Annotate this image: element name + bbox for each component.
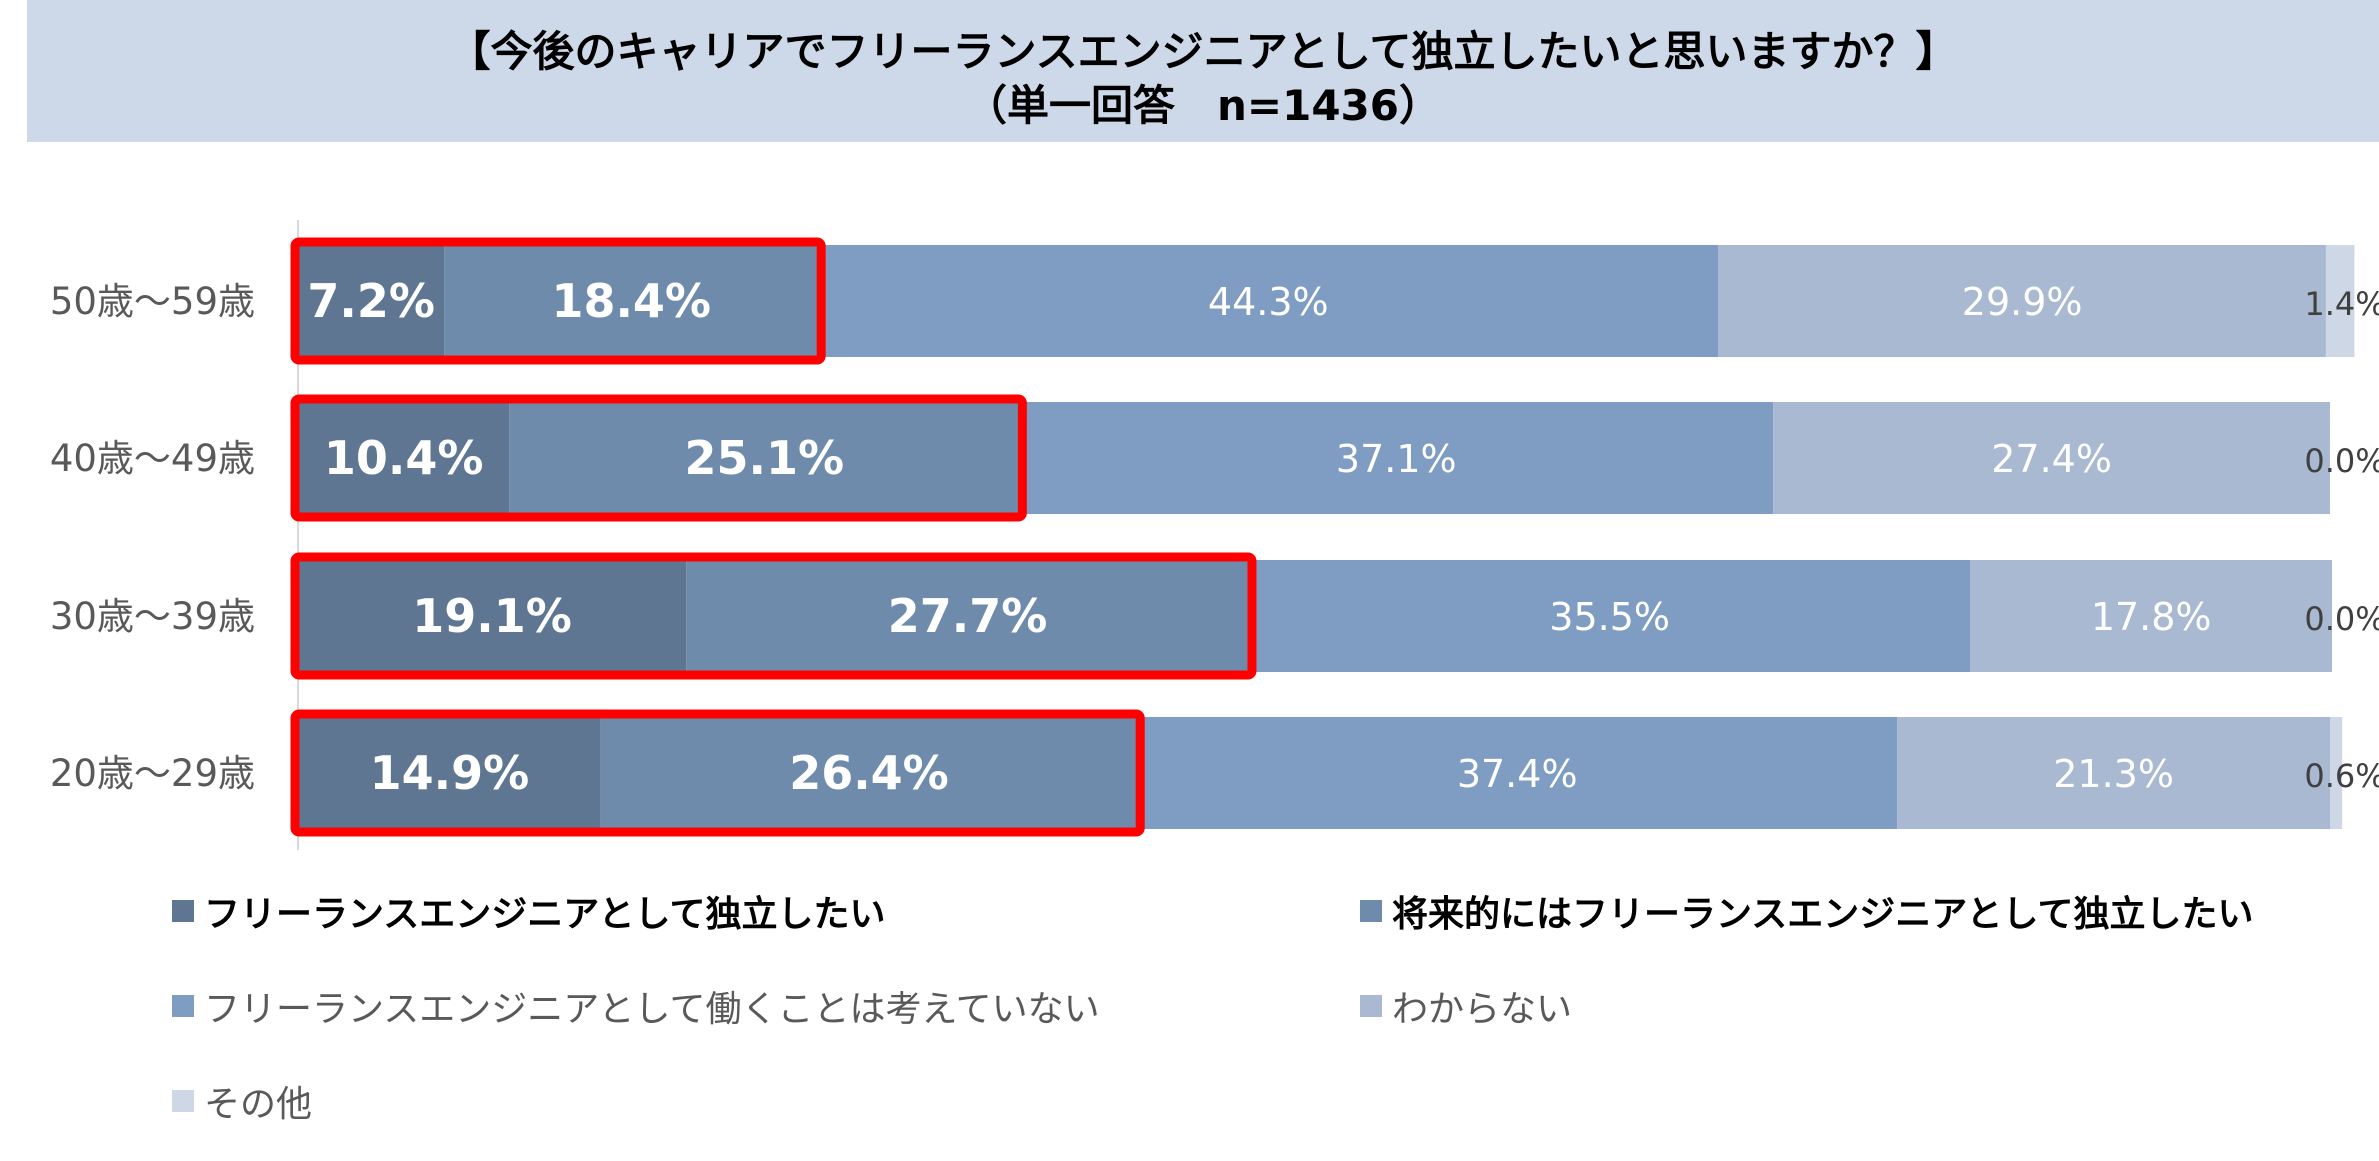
bar-segment bbox=[818, 245, 1719, 357]
highlight-frame bbox=[290, 709, 1145, 837]
legend-label: 将来的にはフリーランスエンジニアとして独立したい bbox=[1392, 894, 2254, 935]
bar-segment bbox=[2330, 717, 2343, 829]
bar-segment bbox=[298, 560, 687, 672]
legend-label: フリーランスエンジニアとして独立したい bbox=[204, 894, 886, 935]
legend-swatch bbox=[1360, 900, 1382, 922]
bar-segment bbox=[1718, 245, 2326, 357]
legend-label: わからない bbox=[1392, 989, 1573, 1030]
data-label: 17.8% bbox=[2091, 595, 2212, 639]
legend-label: フリーランスエンジニアとして働くことは考えていない bbox=[204, 989, 1100, 1030]
legend-swatch bbox=[172, 995, 194, 1017]
bar-segment bbox=[686, 560, 1249, 672]
bar-segment bbox=[509, 402, 1020, 514]
category-label: 50歳～59歳 bbox=[50, 280, 255, 323]
bar-segment bbox=[1019, 402, 1774, 514]
bar-segment bbox=[2325, 245, 2355, 357]
bar-segment bbox=[600, 717, 1138, 829]
data-label: 37.1% bbox=[1336, 437, 1457, 481]
data-label: 7.2% bbox=[307, 274, 435, 328]
data-label: 27.7% bbox=[888, 589, 1048, 643]
data-label: 10.4% bbox=[324, 431, 484, 485]
bar-segment bbox=[298, 245, 445, 357]
bar-segment bbox=[1897, 717, 2330, 829]
legend-swatch bbox=[172, 1090, 194, 1112]
data-label: 18.4% bbox=[551, 274, 711, 328]
legend-swatch bbox=[172, 900, 194, 922]
legend-item: 将来的にはフリーランスエンジニアとして独立したい bbox=[1360, 885, 2253, 937]
data-label: 1.4% bbox=[2304, 285, 2379, 323]
data-label: 35.5% bbox=[1549, 595, 1670, 639]
bar-segment bbox=[1970, 560, 2333, 672]
data-label: 29.9% bbox=[1962, 280, 2083, 324]
category-label: 30歳～39歳 bbox=[50, 595, 255, 638]
data-label: 19.1% bbox=[412, 589, 572, 643]
bar-segment bbox=[444, 245, 819, 357]
data-label: 21.3% bbox=[2053, 752, 2174, 796]
highlight-frame bbox=[290, 394, 1027, 522]
bar-segment bbox=[1137, 717, 1898, 829]
legend-item: わからない bbox=[1360, 980, 1572, 1032]
data-label: 0.0% bbox=[2304, 600, 2379, 638]
category-label: 20歳～29歳 bbox=[50, 752, 255, 795]
bar-segment bbox=[298, 717, 601, 829]
data-label: 14.9% bbox=[370, 746, 530, 800]
data-label: 26.4% bbox=[789, 746, 949, 800]
data-label: 0.6% bbox=[2304, 757, 2379, 795]
category-label: 40歳～49歳 bbox=[50, 437, 255, 480]
highlight-frame bbox=[290, 237, 826, 365]
legend-item: フリーランスエンジニアとして独立したい bbox=[172, 885, 885, 937]
legend-item: フリーランスエンジニアとして働くことは考えていない bbox=[172, 980, 1100, 1032]
bar-segment bbox=[298, 402, 510, 514]
data-label: 44.3% bbox=[1208, 280, 1329, 324]
highlight-frame bbox=[290, 552, 1257, 680]
chart-subtitle: （単一回答 n=1436） bbox=[965, 81, 1441, 130]
bar-segment bbox=[1773, 402, 2330, 514]
chart-title: 【今後のキャリアでフリーランスエンジニアとして独立したいと思いますか？】 bbox=[448, 27, 1958, 76]
data-label: 0.0% bbox=[2304, 442, 2379, 480]
legend-swatch bbox=[1360, 995, 1382, 1017]
legend-item: その他 bbox=[172, 1075, 312, 1127]
legend-label: その他 bbox=[204, 1084, 313, 1125]
data-label: 27.4% bbox=[1991, 437, 2112, 481]
title-banner: 【今後のキャリアでフリーランスエンジニアとして独立したいと思いますか？】 （単一… bbox=[27, 0, 2379, 142]
data-label: 37.4% bbox=[1457, 752, 1578, 796]
bar-segment bbox=[1248, 560, 1971, 672]
data-label: 25.1% bbox=[685, 431, 845, 485]
